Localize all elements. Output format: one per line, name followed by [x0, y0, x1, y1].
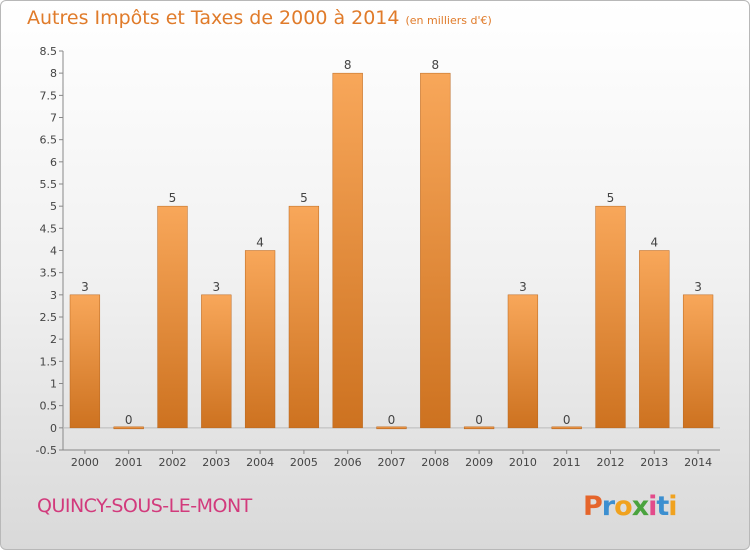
x-tick-label: 2006: [334, 456, 362, 469]
logo-letter: o: [614, 491, 633, 522]
y-tick-label: 1.5: [40, 355, 58, 368]
y-tick-label: 4.5: [40, 222, 58, 235]
x-tick-label: 2011: [553, 456, 581, 469]
logo-letter: r: [601, 491, 615, 522]
bar: [507, 294, 539, 429]
data-label: 8: [344, 58, 352, 72]
bar: [682, 294, 714, 429]
y-tick-label: 8.5: [40, 45, 58, 58]
y-tick-label: 6: [50, 156, 57, 169]
data-label: 3: [519, 280, 527, 294]
y-tick-label: 5: [50, 200, 57, 213]
data-label: 8: [431, 58, 439, 72]
x-tick-label: 2004: [246, 456, 274, 469]
x-tick-label: 2002: [159, 456, 187, 469]
chart-subtitle: (en milliers d'€): [405, 14, 492, 27]
y-tick-label: 5.5: [40, 178, 58, 191]
bar: [376, 426, 407, 430]
x-tick-label: 2010: [509, 456, 537, 469]
data-label: 5: [169, 191, 177, 205]
chart-title: Autres Impôts et Taxes de 2000 à 2014 (en…: [27, 7, 492, 29]
data-label: 5: [300, 191, 308, 205]
y-tick-label: 2.5: [40, 311, 58, 324]
logo-letter: i: [648, 491, 657, 522]
data-label: 0: [388, 413, 396, 427]
x-tick-label: 2003: [202, 456, 230, 469]
bar: [551, 426, 582, 430]
bar: [420, 72, 451, 429]
data-label: 5: [607, 191, 615, 205]
y-tick-label: 7: [50, 112, 57, 125]
y-tick-label: 3: [50, 289, 57, 302]
data-label: 0: [563, 413, 571, 427]
bar: [244, 250, 276, 429]
bar: [595, 205, 626, 429]
y-tick-label: 6.5: [40, 134, 58, 147]
data-label: 4: [650, 236, 658, 250]
y-tick-label: 7.5: [40, 89, 58, 102]
data-label: 3: [694, 280, 702, 294]
bar: [157, 205, 188, 429]
x-tick-label: 2012: [597, 456, 625, 469]
bar: [639, 250, 670, 429]
y-tick-label: -0.5: [36, 444, 57, 457]
logo-letter: i: [668, 491, 677, 522]
bar: [463, 426, 495, 430]
y-tick-label: 0.5: [40, 400, 58, 413]
y-tick-label: 4: [50, 245, 57, 258]
y-tick-label: 1: [50, 378, 57, 391]
logo-letter: t: [656, 491, 669, 522]
x-tick-label: 2009: [465, 456, 493, 469]
bar: [288, 205, 320, 429]
x-tick-label: 2008: [421, 456, 449, 469]
bar: [332, 72, 363, 429]
x-tick-label: 2001: [115, 456, 143, 469]
x-tick-label: 2007: [378, 456, 406, 469]
x-tick-label: 2013: [640, 456, 668, 469]
bar: [69, 294, 101, 429]
y-tick-label: 2: [50, 333, 57, 346]
y-tick-label: 8: [50, 67, 57, 80]
proxiti-logo: Proxiti: [583, 491, 678, 522]
logo-letter: P: [583, 491, 603, 522]
logo-letter: x: [631, 491, 649, 522]
x-tick-label: 2014: [684, 456, 712, 469]
data-label: 3: [81, 280, 89, 294]
y-tick-label: 3.5: [40, 267, 58, 280]
bar: [201, 294, 232, 429]
data-label: 0: [475, 413, 483, 427]
y-tick-label: 0: [50, 422, 57, 435]
x-tick-label: 2005: [290, 456, 318, 469]
data-label: 3: [212, 280, 220, 294]
x-tick-label: 2000: [71, 456, 99, 469]
data-label: 0: [125, 413, 133, 427]
data-label: 4: [256, 236, 264, 250]
commune-name: QUINCY-SOUS-LE-MONT: [37, 495, 252, 517]
bar: [113, 426, 144, 430]
